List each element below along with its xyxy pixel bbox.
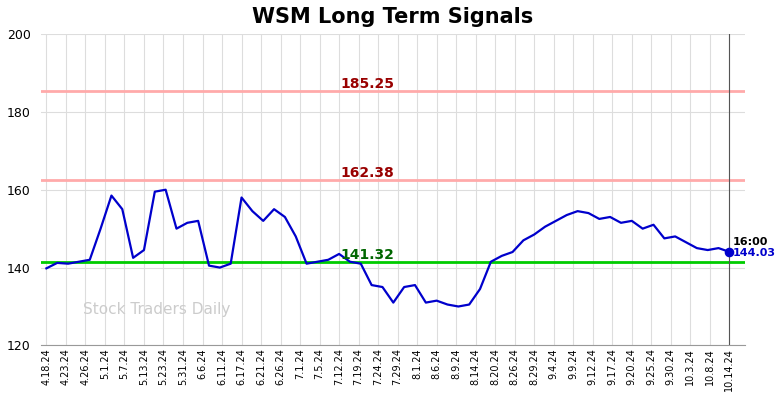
- Text: 16:00: 16:00: [732, 237, 768, 247]
- Text: 144.03: 144.03: [732, 248, 775, 258]
- Text: 185.25: 185.25: [340, 76, 394, 91]
- Text: Stock Traders Daily: Stock Traders Daily: [83, 302, 230, 317]
- Point: [723, 249, 735, 255]
- Title: WSM Long Term Signals: WSM Long Term Signals: [252, 7, 533, 27]
- Text: 141.32: 141.32: [340, 248, 394, 262]
- Text: 162.38: 162.38: [340, 166, 394, 179]
